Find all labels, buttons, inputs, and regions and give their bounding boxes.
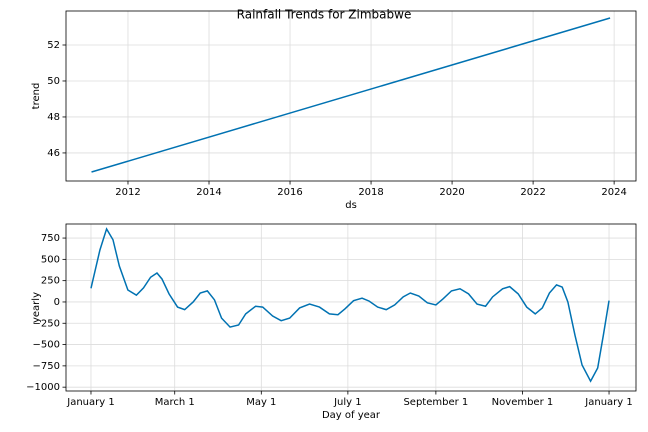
y-tick-label: −500 xyxy=(33,340,60,351)
y-axis-label: yearly xyxy=(31,292,42,323)
x-tick-label: September 1 xyxy=(403,397,468,408)
x-tick-label: November 1 xyxy=(492,397,554,408)
y-tick-label: 750 xyxy=(41,233,60,244)
x-tick-label: 2024 xyxy=(601,187,626,198)
y-axis-label: trend xyxy=(31,83,42,110)
trend-line xyxy=(90,227,610,383)
x-tick-label: January 1 xyxy=(584,397,632,408)
trend-line xyxy=(91,17,611,173)
x-tick-label: 2014 xyxy=(196,187,221,198)
plot-frame xyxy=(65,10,637,182)
chart: 2012 2014 2016 2018 2020 2022 2024 46 48 50 52 ds tr… xyxy=(31,10,637,211)
y-tick-label: 48 xyxy=(47,112,60,123)
y-tick-label: 250 xyxy=(41,276,60,287)
y-tick-label: 50 xyxy=(47,76,60,87)
chart: January 1 March 1 May 1 July 1 September 1 No… xyxy=(26,223,637,421)
x-tick-label: 2020 xyxy=(439,187,464,198)
y-tick-label: −250 xyxy=(33,318,60,329)
y-tick-label: 46 xyxy=(47,148,60,159)
y-tick-label: 500 xyxy=(41,254,60,265)
y-tick-label: 0 xyxy=(54,297,60,308)
x-tick-label: 2012 xyxy=(115,187,140,198)
x-axis-label: ds xyxy=(345,200,357,211)
y-tick-label: 52 xyxy=(47,40,60,51)
x-axis-label: Day of year xyxy=(322,410,381,421)
x-tick-label: 2016 xyxy=(277,187,302,198)
y-tick-label: −750 xyxy=(33,361,60,372)
x-tick-label: May 1 xyxy=(246,397,276,408)
plot-frame xyxy=(65,223,637,392)
x-tick-label: 2022 xyxy=(520,187,545,198)
figure-title: Rainfall Trends for Zimbabwe xyxy=(237,8,412,22)
x-tick-label: January 1 xyxy=(66,397,114,408)
x-tick-label: July 1 xyxy=(333,397,362,408)
x-tick-label: March 1 xyxy=(155,397,195,408)
x-tick-label: 2018 xyxy=(358,187,383,198)
y-tick-label: −1000 xyxy=(26,382,60,393)
